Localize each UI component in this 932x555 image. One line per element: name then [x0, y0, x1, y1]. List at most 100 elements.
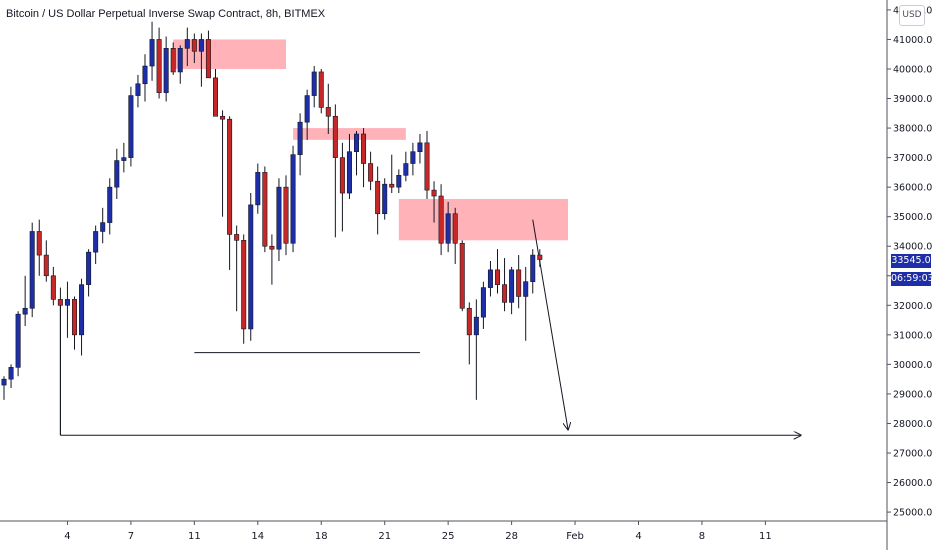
candle-body — [311, 71, 317, 96]
candle — [346, 133, 352, 199]
candle-body — [163, 48, 169, 93]
candle-body — [523, 281, 529, 297]
candle-body — [121, 157, 127, 161]
candle — [107, 178, 113, 235]
candle-body — [332, 115, 338, 158]
candle-body — [248, 204, 254, 330]
candle — [156, 27, 162, 99]
candle-body — [368, 163, 374, 182]
candle-body — [64, 299, 70, 306]
candle-body — [318, 71, 324, 108]
candle — [8, 364, 14, 389]
candle-body — [213, 77, 219, 117]
candle — [205, 30, 211, 79]
candle — [79, 278, 85, 356]
candle — [325, 83, 331, 134]
price-tick-label: 27000.0 — [893, 449, 932, 460]
candle — [262, 166, 268, 253]
candle — [29, 222, 35, 318]
candle — [530, 249, 536, 294]
candle-body — [43, 254, 49, 277]
candle — [304, 89, 310, 140]
candle-body — [184, 39, 190, 49]
candle — [361, 128, 367, 188]
price-tick-label: 31000.0 — [893, 330, 932, 341]
candle-body — [8, 367, 14, 380]
candle-body — [262, 172, 268, 247]
candle — [389, 154, 395, 194]
candle-body — [530, 254, 536, 282]
candle-body — [494, 269, 500, 285]
candle-body — [227, 118, 233, 235]
time-tick-label: 18 — [315, 531, 328, 542]
price-tick-label: 38000.0 — [893, 124, 932, 135]
price-tick-label: 39000.0 — [893, 94, 932, 105]
currency-button[interactable]: USD — [899, 5, 925, 26]
price-tick-label: 32000.0 — [893, 301, 932, 312]
candle — [445, 201, 451, 253]
candle — [72, 296, 78, 350]
candle — [248, 193, 254, 341]
candle — [487, 261, 493, 297]
candle — [410, 142, 416, 176]
candle-body — [50, 275, 56, 300]
candle-body — [353, 133, 359, 153]
candle-body — [234, 234, 240, 241]
candle — [459, 240, 465, 312]
chart-title: Bitcoin / US Dollar Perpetual Inverse Sw… — [6, 8, 326, 20]
candle-body — [382, 183, 388, 215]
candle — [93, 225, 99, 264]
candle — [15, 311, 21, 377]
candle-body — [170, 48, 176, 73]
candle — [403, 151, 409, 182]
candle-body — [135, 83, 141, 96]
time-tick-label: 14 — [251, 531, 264, 542]
candle-body — [205, 39, 211, 79]
time-axis[interactable]: 4 7 11 14 18 21 25 28 Feb 4 8 11 — [0, 520, 887, 542]
candle — [269, 234, 275, 285]
candle-body — [403, 163, 409, 176]
candle-body — [15, 313, 21, 368]
candle — [466, 302, 472, 365]
candle — [64, 281, 70, 338]
candle-body — [537, 254, 543, 260]
price-tick-label: 26000.0 — [893, 478, 932, 489]
candle — [1, 376, 7, 400]
candle-body — [100, 222, 106, 232]
candle-body — [269, 245, 275, 250]
candles — [1, 21, 543, 436]
candle — [191, 33, 197, 64]
candle — [523, 266, 529, 341]
candle — [135, 74, 141, 108]
candle-body — [325, 107, 331, 117]
candle-body — [255, 172, 261, 206]
candle-body — [22, 307, 28, 315]
candle-body — [220, 115, 226, 120]
candle-body — [128, 95, 134, 158]
candle-body — [339, 157, 345, 194]
candle — [276, 178, 282, 261]
candle-body — [480, 287, 486, 318]
candle-body — [297, 121, 303, 155]
candle-body — [396, 175, 402, 188]
countdown-tag: 06:59:03 — [891, 272, 932, 286]
candle-body — [93, 231, 99, 253]
candle — [234, 225, 240, 312]
price-tick-label: 41000.0 — [893, 35, 932, 46]
time-tick-label: 25 — [442, 531, 455, 542]
price-tick-label: 40000.0 — [893, 64, 932, 75]
candle-body — [29, 231, 35, 309]
price-tick-label: 37000.0 — [893, 153, 932, 164]
last-price-tag: 33545.0 — [891, 254, 931, 268]
candle-body — [424, 142, 430, 191]
candle-body — [107, 186, 113, 223]
price-tick-label: 30000.0 — [893, 360, 932, 371]
candle-body — [452, 213, 458, 244]
candle — [339, 142, 345, 232]
candle-body — [361, 133, 367, 164]
time-tick-label: 11 — [759, 531, 772, 542]
candle — [283, 175, 289, 256]
candle-body — [86, 251, 92, 285]
